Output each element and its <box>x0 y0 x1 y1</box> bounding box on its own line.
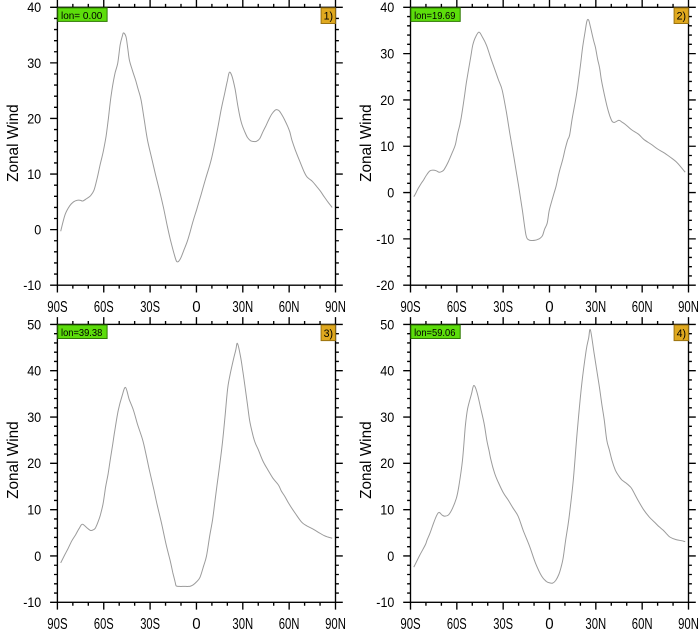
svg-text:90N: 90N <box>678 616 699 629</box>
svg-text:90N: 90N <box>678 299 699 316</box>
svg-text:60S: 60S <box>447 616 467 629</box>
svg-text:40: 40 <box>380 364 394 379</box>
svg-text:3): 3) <box>324 328 333 340</box>
svg-text:0: 0 <box>387 549 394 564</box>
svg-text:0: 0 <box>34 549 41 564</box>
svg-text:10: 10 <box>380 503 394 518</box>
svg-text:lon= 0.00: lon= 0.00 <box>61 10 102 22</box>
svg-text:90N: 90N <box>325 616 346 629</box>
svg-text:30S: 30S <box>493 616 513 629</box>
svg-text:90N: 90N <box>325 299 346 316</box>
svg-text:20: 20 <box>27 111 41 126</box>
svg-text:0: 0 <box>34 223 41 238</box>
svg-text:30N: 30N <box>585 616 606 629</box>
svg-text:20: 20 <box>27 456 41 471</box>
svg-text:10: 10 <box>380 139 394 154</box>
svg-text:60N: 60N <box>279 616 300 629</box>
svg-text:0: 0 <box>192 616 201 629</box>
svg-text:60N: 60N <box>632 616 653 629</box>
svg-text:90S: 90S <box>47 616 67 629</box>
svg-text:2): 2) <box>677 11 686 23</box>
svg-text:30: 30 <box>380 410 394 425</box>
svg-text:-10: -10 <box>376 595 394 610</box>
svg-text:30S: 30S <box>140 616 160 629</box>
svg-text:30S: 30S <box>493 299 513 316</box>
svg-text:10: 10 <box>27 503 41 518</box>
svg-text:lon=59.06: lon=59.06 <box>414 327 455 339</box>
svg-text:0: 0 <box>192 299 201 316</box>
svg-text:20: 20 <box>380 456 394 471</box>
svg-text:30N: 30N <box>585 299 606 316</box>
svg-text:10: 10 <box>27 167 41 182</box>
svg-text:-10: -10 <box>376 232 394 247</box>
svg-text:90S: 90S <box>400 299 420 316</box>
svg-text:40: 40 <box>27 0 41 15</box>
svg-text:90S: 90S <box>400 616 420 629</box>
svg-text:60N: 60N <box>632 299 653 316</box>
svg-text:1): 1) <box>324 11 333 23</box>
svg-text:60S: 60S <box>94 299 114 316</box>
svg-text:30: 30 <box>27 56 41 71</box>
svg-text:20: 20 <box>380 93 394 108</box>
svg-text:30N: 30N <box>232 616 253 629</box>
svg-text:-10: -10 <box>23 278 41 293</box>
svg-text:60S: 60S <box>447 299 467 316</box>
svg-text:-10: -10 <box>23 595 41 610</box>
svg-text:30: 30 <box>380 47 394 62</box>
svg-text:0: 0 <box>545 616 554 629</box>
svg-text:60N: 60N <box>279 299 300 316</box>
svg-text:0: 0 <box>545 299 554 316</box>
svg-text:Zonal Wind: Zonal Wind <box>5 421 22 499</box>
svg-text:Zonal Wind: Zonal Wind <box>5 104 22 182</box>
svg-text:30S: 30S <box>140 299 160 316</box>
svg-text:30: 30 <box>27 410 41 425</box>
svg-text:90S: 90S <box>47 299 67 316</box>
svg-text:50: 50 <box>27 317 41 332</box>
svg-text:40: 40 <box>27 364 41 379</box>
svg-text:30N: 30N <box>232 299 253 316</box>
svg-text:50: 50 <box>380 317 394 332</box>
svg-text:-20: -20 <box>376 278 394 293</box>
svg-text:Zonal Wind: Zonal Wind <box>358 421 375 499</box>
svg-text:lon=39.38: lon=39.38 <box>61 327 102 339</box>
svg-text:4): 4) <box>677 328 686 340</box>
svg-text:0: 0 <box>387 186 394 201</box>
svg-text:lon=19.69: lon=19.69 <box>414 10 455 22</box>
svg-text:40: 40 <box>380 0 394 15</box>
svg-text:60S: 60S <box>94 616 114 629</box>
svg-text:Zonal Wind: Zonal Wind <box>358 104 375 182</box>
